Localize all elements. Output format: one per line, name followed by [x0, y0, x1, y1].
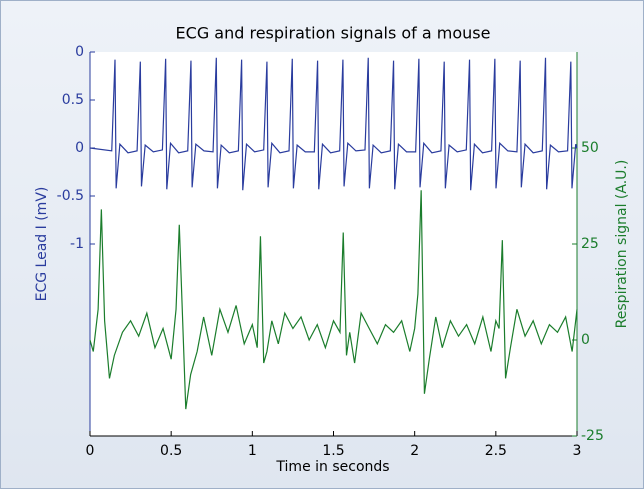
y-tick-label: 0.5 — [62, 92, 84, 108]
y2-tick-label: 50 — [581, 140, 599, 156]
series-line — [89, 57, 578, 191]
x-axis-label: Time in seconds — [275, 459, 389, 475]
x-tick-label: 2.5 — [485, 443, 507, 459]
y2-tick-label: 0 — [581, 332, 590, 348]
y2-tick-label: 25 — [581, 236, 599, 252]
x-tick-label: 1 — [248, 443, 257, 459]
series-line — [89, 190, 578, 410]
y-tick-label: -1 — [70, 236, 84, 252]
y2-axis-label: Respiration signal (A.U.) — [614, 160, 630, 329]
x-tick-label: 1.5 — [322, 443, 344, 459]
chart-title: ECG and respiration signals of a mouse — [176, 24, 491, 43]
y-tick-label: 0 — [75, 140, 84, 156]
x-tick-label: 0.5 — [160, 443, 182, 459]
plot-area — [90, 52, 577, 436]
y-tick-label: -0.5 — [57, 188, 84, 204]
y-axis-label: ECG Lead I (mV) — [34, 187, 50, 302]
x-tick-label: 2 — [410, 443, 419, 459]
x-tick-label: 0 — [86, 443, 95, 459]
x-tick-label: 3 — [573, 443, 582, 459]
y2-tick-label: -25 — [581, 428, 604, 444]
y-tick-label: 0 — [75, 44, 84, 60]
